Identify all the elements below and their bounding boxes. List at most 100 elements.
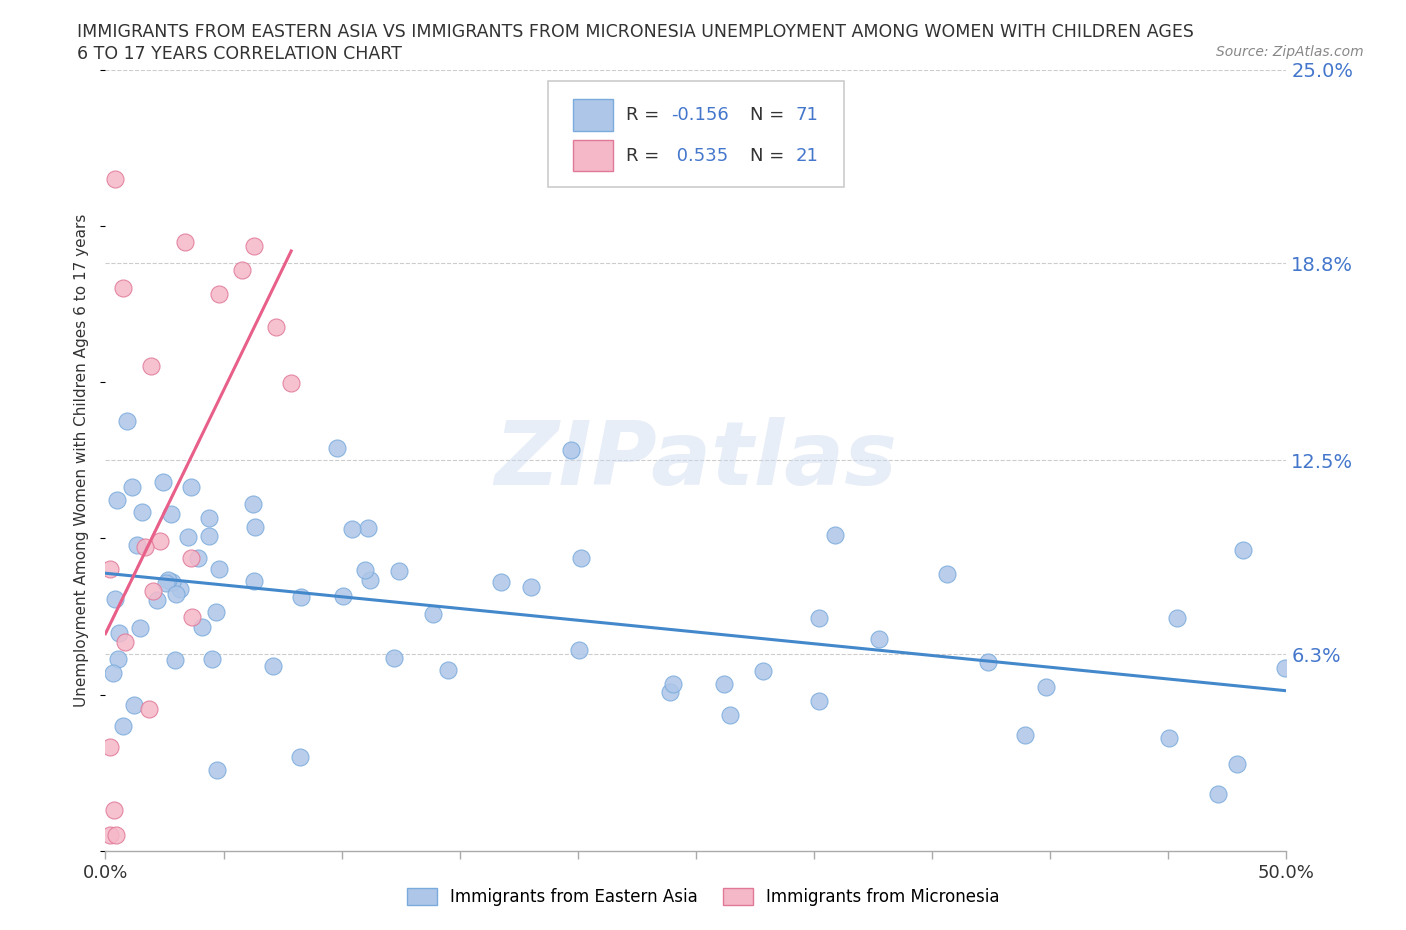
Point	[568, 643, 591, 658]
Point	[111, 719, 134, 734]
Point	[191, 620, 214, 635]
Point	[165, 652, 187, 667]
Point	[121, 480, 143, 495]
Point	[243, 519, 266, 534]
Point	[104, 591, 127, 606]
Text: 0.535: 0.535	[671, 147, 728, 165]
Point	[1232, 542, 1254, 557]
Point	[160, 575, 183, 590]
Point	[520, 579, 543, 594]
Point	[177, 529, 200, 544]
Point	[290, 590, 312, 604]
Legend: Immigrants from Eastern Asia, Immigrants from Micronesia: Immigrants from Eastern Asia, Immigrants…	[399, 881, 1007, 912]
Point	[101, 666, 124, 681]
Point	[807, 694, 830, 709]
Point	[169, 582, 191, 597]
Text: R =: R =	[626, 147, 665, 165]
Point	[104, 172, 127, 187]
Point	[98, 562, 121, 577]
Point	[264, 319, 287, 334]
Point	[387, 564, 409, 578]
Point	[103, 803, 125, 817]
Text: -0.156: -0.156	[671, 106, 728, 124]
Point	[243, 573, 266, 588]
Point	[134, 540, 156, 555]
Point	[384, 651, 406, 666]
Point	[1014, 727, 1036, 742]
Point	[661, 677, 683, 692]
Point	[1206, 787, 1229, 802]
Point	[149, 533, 172, 548]
Point	[935, 566, 957, 581]
Point	[359, 573, 381, 588]
Point	[156, 573, 179, 588]
Point	[104, 828, 127, 843]
Point	[142, 584, 165, 599]
Point	[325, 440, 347, 455]
Point	[107, 625, 129, 640]
Point	[114, 634, 136, 649]
Point	[186, 551, 208, 565]
Point	[205, 763, 228, 777]
Point	[357, 521, 380, 536]
Point	[139, 358, 162, 373]
Point	[122, 698, 145, 712]
Point	[105, 493, 128, 508]
Text: Source: ZipAtlas.com: Source: ZipAtlas.com	[1216, 45, 1364, 59]
Point	[198, 528, 221, 543]
Point	[1226, 757, 1249, 772]
Point	[112, 281, 135, 296]
Y-axis label: Unemployment Among Women with Children Ages 6 to 17 years: Unemployment Among Women with Children A…	[75, 214, 90, 707]
Text: R =: R =	[626, 106, 665, 124]
Point	[288, 750, 311, 764]
Point	[207, 286, 229, 301]
Point	[98, 739, 121, 754]
Point	[198, 511, 221, 525]
Point	[1274, 660, 1296, 675]
Point	[160, 507, 183, 522]
Point	[115, 413, 138, 428]
Point	[422, 606, 444, 621]
Point	[131, 504, 153, 519]
Point	[752, 663, 775, 678]
Point	[332, 589, 354, 604]
Point	[437, 662, 460, 677]
Text: N =: N =	[751, 147, 790, 165]
Point	[489, 575, 512, 590]
Point	[242, 497, 264, 512]
Point	[180, 551, 202, 565]
Point	[180, 609, 202, 624]
Point	[208, 562, 231, 577]
Text: 21: 21	[796, 147, 818, 165]
Point	[1166, 610, 1188, 625]
Point	[180, 479, 202, 494]
Point	[205, 604, 228, 619]
Point	[569, 550, 592, 565]
Point	[824, 528, 846, 543]
Point	[718, 708, 741, 723]
Point	[242, 239, 264, 254]
Point	[138, 702, 160, 717]
Point	[98, 828, 121, 843]
Point	[174, 234, 197, 249]
Point	[262, 658, 284, 673]
Point	[201, 652, 224, 667]
Point	[808, 610, 831, 625]
Point	[146, 592, 169, 607]
Point	[560, 442, 582, 457]
Text: ZIPatlas: ZIPatlas	[495, 417, 897, 504]
FancyBboxPatch shape	[574, 140, 613, 171]
Text: 71: 71	[796, 106, 818, 124]
Point	[342, 521, 364, 536]
Text: 6 TO 17 YEARS CORRELATION CHART: 6 TO 17 YEARS CORRELATION CHART	[77, 45, 402, 62]
Point	[659, 684, 682, 699]
Point	[280, 375, 302, 390]
FancyBboxPatch shape	[574, 100, 613, 131]
Point	[231, 263, 253, 278]
Text: IMMIGRANTS FROM EASTERN ASIA VS IMMIGRANTS FROM MICRONESIA UNEMPLOYMENT AMONG WO: IMMIGRANTS FROM EASTERN ASIA VS IMMIGRAN…	[77, 23, 1194, 41]
Point	[165, 586, 187, 601]
Point	[125, 538, 148, 552]
Point	[155, 576, 177, 591]
Point	[152, 475, 174, 490]
Point	[868, 631, 890, 646]
